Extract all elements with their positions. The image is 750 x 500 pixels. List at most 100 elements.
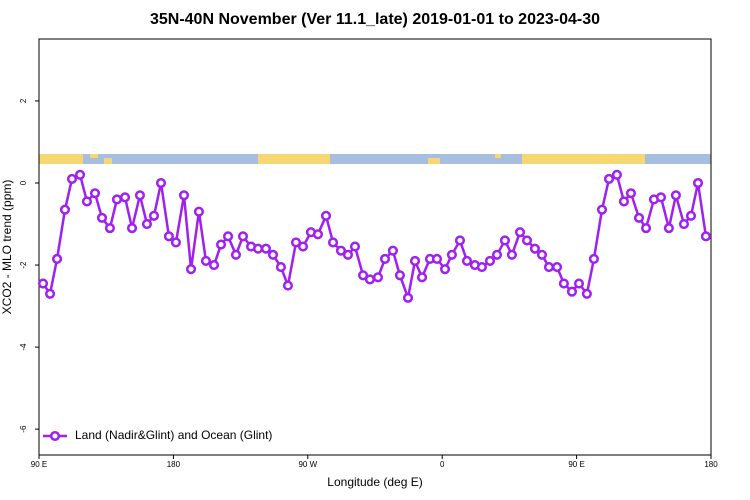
data-point bbox=[611, 169, 622, 180]
data-point bbox=[260, 243, 272, 254]
data-point bbox=[670, 190, 681, 201]
x-tick-label: 90 E bbox=[31, 460, 47, 469]
data-point bbox=[134, 190, 145, 201]
data-point bbox=[581, 288, 592, 299]
data-point bbox=[603, 173, 615, 184]
data-point bbox=[521, 235, 533, 246]
data-point bbox=[208, 260, 220, 271]
land-ocean-strip bbox=[39, 154, 711, 164]
data-point bbox=[200, 255, 212, 266]
data-point bbox=[558, 278, 569, 289]
data-point bbox=[290, 237, 302, 248]
chart-title: 35N-40N November (Ver 11.1_late) 2019-01… bbox=[150, 11, 600, 28]
y-tick-label: -2 bbox=[19, 261, 28, 269]
data-point bbox=[633, 212, 645, 223]
data-point bbox=[454, 235, 466, 246]
data-point bbox=[111, 194, 123, 205]
data-point bbox=[692, 177, 704, 189]
data-point bbox=[640, 223, 652, 234]
x-tick-label: 0 bbox=[440, 460, 445, 469]
data-point bbox=[476, 262, 487, 273]
data-point bbox=[96, 212, 108, 223]
y-tick-label: 2 bbox=[19, 98, 28, 103]
data-point bbox=[59, 204, 71, 215]
data-point bbox=[215, 239, 227, 250]
data-point bbox=[588, 253, 599, 264]
data-point bbox=[446, 249, 457, 260]
data-point bbox=[327, 237, 339, 248]
data-point bbox=[514, 227, 526, 238]
data-point bbox=[409, 255, 421, 266]
data-point bbox=[320, 210, 332, 221]
data-point bbox=[230, 249, 242, 260]
data-point bbox=[416, 272, 428, 283]
y-tick-label: -6 bbox=[19, 425, 28, 433]
data-point bbox=[596, 204, 608, 215]
y-axis-label: XCO2 - MLO trend (ppm) bbox=[0, 180, 14, 315]
data-point bbox=[379, 253, 391, 264]
data-point bbox=[625, 188, 637, 199]
data-point bbox=[529, 243, 540, 254]
data-point bbox=[700, 231, 711, 242]
data-point bbox=[484, 255, 496, 266]
data-point bbox=[275, 262, 286, 273]
data-point bbox=[364, 274, 375, 285]
data-point bbox=[104, 223, 115, 234]
x-tick-label: 180 bbox=[704, 460, 718, 469]
data-point bbox=[655, 192, 667, 203]
x-axis-label: Longitude (deg E) bbox=[327, 475, 422, 489]
data-point bbox=[81, 196, 92, 207]
x-tick-label: 180 bbox=[167, 460, 181, 469]
data-point bbox=[312, 229, 324, 240]
data-point bbox=[358, 270, 369, 281]
y-tick-label: -4 bbox=[19, 343, 28, 351]
data-point bbox=[148, 210, 160, 221]
x-tick-label: 90 E bbox=[568, 460, 584, 469]
data-point bbox=[178, 190, 190, 201]
data-point bbox=[678, 218, 690, 230]
legend-label: Land (Nadir&Glint) and Ocean (Glint) bbox=[75, 428, 272, 442]
data-point bbox=[551, 262, 563, 273]
data-point bbox=[163, 231, 174, 242]
data-point bbox=[282, 280, 293, 291]
data-point bbox=[566, 286, 578, 297]
data-point bbox=[155, 177, 167, 189]
data-point bbox=[52, 253, 63, 264]
data-point bbox=[573, 278, 585, 289]
data-point bbox=[536, 249, 548, 260]
data-point bbox=[491, 249, 503, 260]
data-point bbox=[439, 264, 451, 275]
data-point bbox=[461, 255, 473, 266]
data-point bbox=[170, 237, 181, 248]
plot-frame bbox=[38, 38, 712, 456]
data-point bbox=[387, 245, 398, 256]
data-point bbox=[126, 223, 138, 234]
data-point bbox=[185, 264, 197, 275]
data-point bbox=[349, 241, 361, 252]
data-point bbox=[543, 262, 555, 273]
data-point bbox=[193, 206, 204, 217]
data-point bbox=[402, 292, 414, 303]
data-point bbox=[431, 253, 443, 264]
data-point bbox=[37, 278, 49, 289]
data-point bbox=[342, 249, 354, 260]
data-point bbox=[335, 245, 347, 256]
data-point bbox=[66, 173, 78, 184]
data-point bbox=[141, 218, 153, 230]
data-point bbox=[45, 288, 56, 299]
data-point bbox=[89, 188, 101, 199]
data-point bbox=[75, 169, 86, 180]
data-point bbox=[499, 235, 510, 246]
data-point bbox=[618, 196, 629, 207]
legend-marker bbox=[49, 430, 61, 442]
x-tick-label: 90 W bbox=[298, 460, 317, 469]
data-point bbox=[253, 243, 264, 254]
data-point bbox=[297, 241, 309, 252]
data-point bbox=[372, 272, 384, 283]
data-point bbox=[119, 192, 131, 203]
data-point bbox=[267, 249, 279, 260]
data-point bbox=[663, 223, 674, 234]
data-point bbox=[506, 249, 517, 260]
y-tick-label: 0 bbox=[19, 180, 28, 185]
